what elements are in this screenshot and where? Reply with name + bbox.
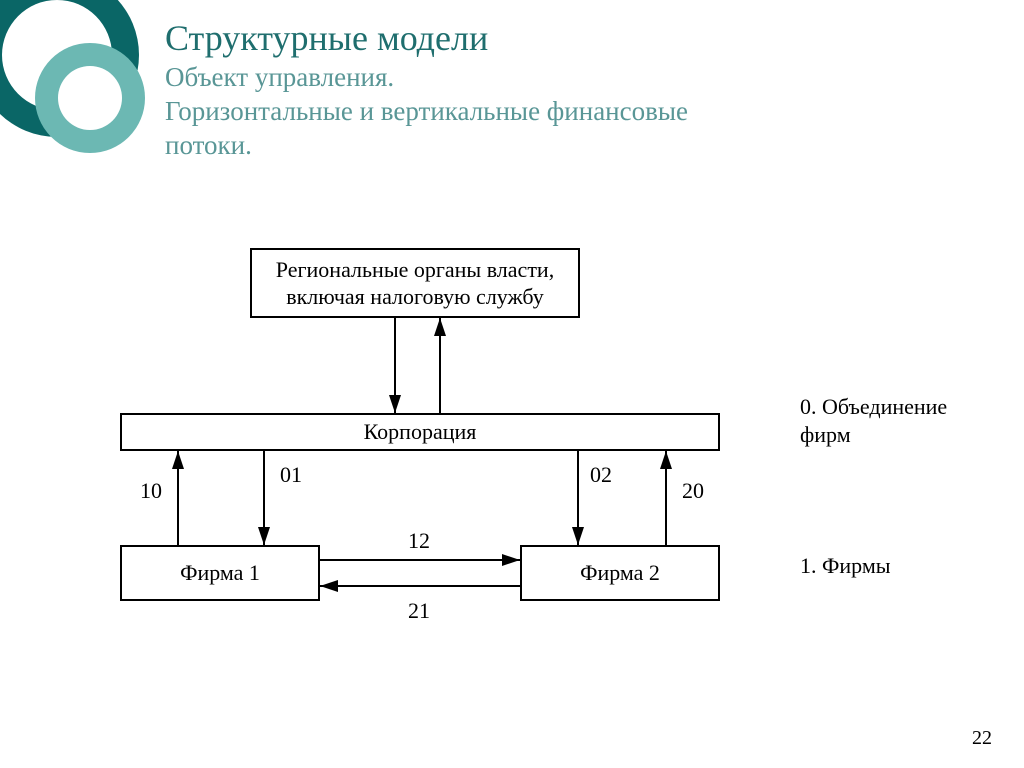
node-firm2-line-0: Фирма 2: [580, 559, 660, 587]
annotation-1: 1. Фирмы: [800, 552, 891, 580]
node-gov-line-0: Региональные органы власти,: [276, 256, 554, 284]
edge-label-02d: 02: [590, 462, 612, 488]
slide: Структурные модели Объект управления. Го…: [0, 0, 1024, 768]
edge-label-21l: 21: [408, 598, 430, 624]
node-corp: Корпорация: [120, 413, 720, 451]
page-number: 22: [972, 727, 992, 750]
annotation-0-line-0: 0. Объединение: [800, 393, 947, 421]
annotation-0-line-1: фирм: [800, 421, 947, 449]
diagram-edges: [0, 0, 1024, 768]
annotation-0: 0. Объединение фирм: [800, 393, 947, 448]
node-gov-line-1: включая налоговую службу: [286, 283, 544, 311]
edge-label-10u: 10: [140, 478, 162, 504]
node-firm2: Фирма 2: [520, 545, 720, 601]
node-firm1: Фирма 1: [120, 545, 320, 601]
edge-label-12r: 12: [408, 528, 430, 554]
edge-label-20u: 20: [682, 478, 704, 504]
node-gov: Региональные органы власти,включая налог…: [250, 248, 580, 318]
node-corp-line-0: Корпорация: [364, 418, 477, 446]
node-firm1-line-0: Фирма 1: [180, 559, 260, 587]
edge-label-01d: 01: [280, 462, 302, 488]
annotation-1-line-0: 1. Фирмы: [800, 552, 891, 580]
